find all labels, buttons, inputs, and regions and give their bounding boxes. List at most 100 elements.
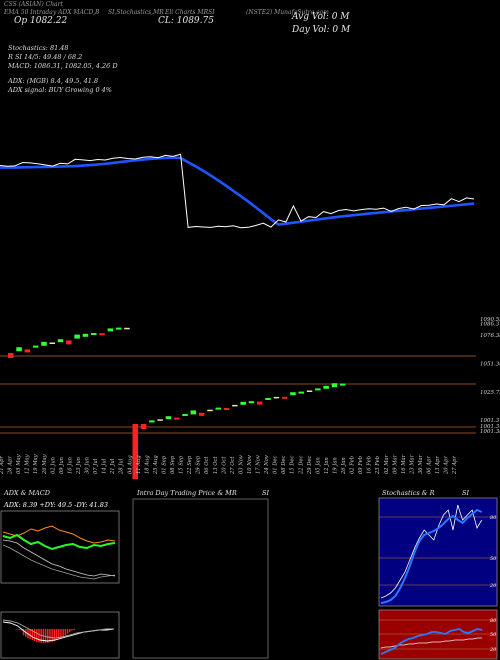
macd-histogram-bar (33, 629, 36, 642)
candle (132, 424, 138, 479)
adx-line-2 (2, 544, 116, 580)
date-label: 01 Dec (273, 456, 279, 474)
date-label: 20 Apr (444, 456, 450, 475)
date-label: 21 Jul (110, 458, 116, 475)
date-label: 28 Apr (8, 456, 14, 475)
candle (149, 420, 155, 423)
date-label: 23 Mar (409, 454, 415, 475)
macd-histogram-bar (53, 629, 56, 642)
candle (66, 340, 72, 345)
candle (257, 401, 263, 405)
macd-histogram-bar (38, 629, 40, 643)
date-label: 17 Nov (256, 455, 262, 474)
date-label: 04 Aug (127, 455, 133, 474)
date-label: 02 Jun (50, 457, 56, 474)
date-label: 05 Jan (315, 457, 321, 474)
macd-value: MACD: 1086.31, 1082.05, 4.26 D (8, 62, 118, 70)
macd-histogram-bar (51, 629, 53, 642)
date-label: 22 Sep (187, 455, 193, 475)
rsi-value: R SI 14/5: 49.48 / 68.2 (8, 53, 83, 61)
date-label: 02 Feb (350, 456, 356, 474)
macd-histogram-bar (62, 629, 64, 637)
date-label: 12 Jan (324, 457, 330, 474)
date-label: 06 Oct (204, 456, 210, 474)
intraday-panel-si: SI (262, 489, 270, 497)
candle (240, 401, 246, 405)
price-axis-label: 1090.55 (480, 317, 500, 323)
rsi-level-label: 20 (489, 647, 497, 653)
candle (174, 417, 180, 420)
stoch-level-label: 80 (490, 515, 497, 521)
candle (290, 392, 296, 396)
price-axis: 1090.551086.37 1076.38 1051.36 1025.75 1001.… (480, 317, 500, 435)
stoch-d-line (380, 508, 483, 604)
price-axis-label: 1076.38 (480, 333, 500, 339)
ema-line (0, 156, 475, 226)
candle (157, 419, 163, 421)
macd-histogram-bar (44, 629, 47, 643)
bottom-panels: 80 50 20 80 50 20 (0, 497, 498, 660)
candle (91, 333, 97, 335)
date-label: 13 Apr (435, 456, 441, 474)
date-label: 08 Sep (170, 455, 176, 474)
date-label: 12 May (25, 454, 31, 474)
date-label: 01 Sep (162, 455, 168, 474)
adx-value: ADX: (MGB) 8.4, 49.5, 41.8 (8, 77, 99, 85)
avg-volume: Avg Vol: 0 M (292, 12, 350, 22)
date-label: 08 Dec (281, 456, 287, 474)
price-axis-label: 1025.75 (480, 390, 500, 396)
macd-histogram-bar (69, 629, 71, 633)
stoch-level-label: 50 (490, 556, 497, 562)
date-axis: 21 Apr 28 Apr 05 May 12 May 19 May 26 May 02 J… (0, 454, 458, 475)
rsi-panel (378, 609, 498, 660)
adx-plus-line (2, 533, 116, 551)
candle (207, 409, 213, 412)
candle (49, 342, 55, 344)
candle (198, 412, 205, 416)
day-volume: Day Vol: 0 M (292, 25, 351, 35)
rsi-level-label: 50 (490, 632, 497, 638)
header-ticker: CSS (ASIAN) Chart (4, 1, 63, 8)
macd-histogram-bar (18, 629, 20, 630)
macd-histogram-bar (29, 629, 31, 640)
stoch-panel-si: SI (462, 489, 470, 497)
stoch-panel (378, 497, 498, 607)
candle (8, 353, 14, 358)
date-label: 22 Dec (298, 456, 304, 475)
macd-histogram-bar (64, 629, 67, 636)
date-label: 29 Sep (196, 455, 202, 475)
date-label: 03 Nov (238, 455, 244, 474)
date-label: 19 Jan (333, 457, 339, 474)
candle (32, 345, 39, 348)
header-label-4: (NSTE2) MunafaSutra.com (246, 9, 329, 16)
intraday-panel-title: Intra Day Trading Price & MR (137, 489, 237, 497)
price-axis-label: 1001.38 (480, 429, 500, 435)
date-label: 14 Jul (102, 458, 108, 474)
candle (99, 333, 105, 336)
date-label: 25 Aug (153, 455, 159, 475)
price-level-lines (0, 355, 476, 434)
date-label: 26 May (42, 454, 48, 475)
date-label: 10 Nov (247, 455, 253, 474)
stoch-k-line (380, 504, 483, 599)
adx-line (2, 539, 116, 577)
candle (223, 408, 230, 410)
price-ema-plot (0, 153, 475, 229)
candle (124, 327, 130, 330)
date-label: 09 Jun (59, 457, 65, 474)
price-axis-label: 1001.3 (480, 424, 500, 430)
intraday-panel (132, 498, 269, 659)
date-label: 26 Jan (341, 457, 347, 475)
date-label: 23 Jun (76, 457, 82, 475)
macd-histogram-bar (31, 629, 34, 641)
date-label: 28 Jul (119, 458, 125, 475)
stoch-level-label: 20 (489, 583, 497, 589)
candle (215, 407, 221, 410)
date-label: 30 Jun (85, 457, 91, 474)
stochastics-value: Stochastics: 81.48 (8, 44, 69, 52)
stoch-panel-title: Stochastics & R (382, 489, 435, 497)
date-label: 15 Dec (290, 456, 296, 474)
adx-panel-values: ADX: 8.39 +DY: 49.5 -DY: 41.83 (4, 501, 109, 509)
candle (340, 383, 346, 386)
candle (82, 333, 89, 337)
